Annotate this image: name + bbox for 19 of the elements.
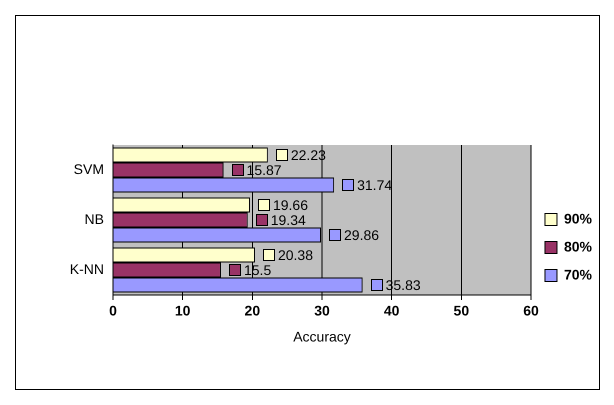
x-tick-label: 50: [454, 302, 470, 318]
x-tick-label: 10: [174, 302, 191, 318]
x-tick-label: 30: [314, 302, 330, 318]
x-tick-label: 40: [384, 302, 400, 318]
y-tick-label: K-NN: [70, 260, 104, 277]
legend-label: 90%: [564, 210, 593, 226]
data-label: 29.86: [344, 226, 380, 243]
x-tick-label: 60: [523, 302, 539, 318]
y-tick-label: SVM: [74, 160, 104, 177]
data-label: 19.34: [270, 212, 306, 228]
y-tick-label: NB: [84, 210, 104, 227]
data-label: 19.66: [272, 196, 308, 213]
data-label: 31.74: [357, 176, 392, 193]
x-tick-label: 20: [244, 302, 260, 318]
legend-label: 70%: [564, 266, 593, 282]
x-tick-label: 0: [109, 302, 118, 318]
data-label: 20.38: [278, 246, 314, 263]
legend-label: 80%: [564, 238, 593, 254]
x-axis-title: Accuracy: [293, 328, 351, 344]
